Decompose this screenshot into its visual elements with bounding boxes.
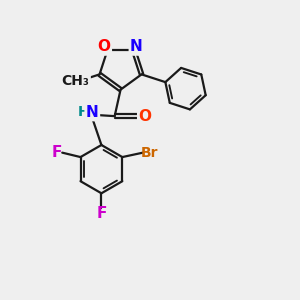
Text: N: N [86, 105, 99, 120]
Text: O: O [139, 109, 152, 124]
Text: O: O [98, 39, 110, 54]
Text: CH₃: CH₃ [61, 74, 89, 88]
Text: F: F [96, 206, 106, 221]
Text: N: N [130, 39, 143, 54]
Text: Br: Br [141, 146, 158, 160]
Text: H: H [78, 105, 90, 119]
Text: F: F [52, 145, 62, 160]
